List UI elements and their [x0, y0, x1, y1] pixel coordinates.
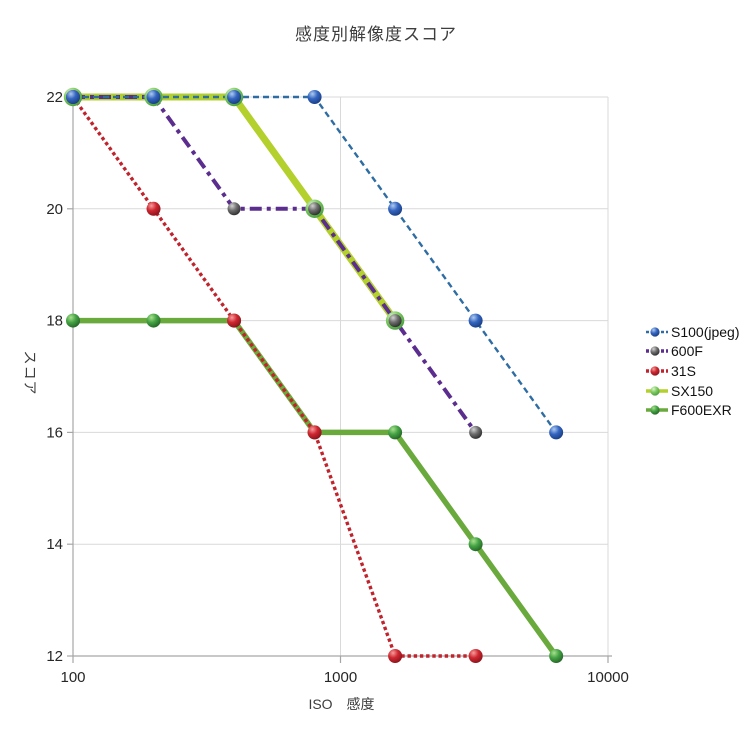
data-point-marker-s100-jpeg-: [66, 90, 80, 104]
data-point-marker-f600exr: [468, 537, 483, 552]
legend-marker-icon: [646, 405, 668, 415]
data-point-marker-f600exr: [146, 313, 161, 328]
legend-item-600f: 600F: [645, 342, 740, 362]
y-tick-label: 22: [46, 89, 63, 106]
legend: S100(jpeg) 600F 31S SX150 F600EXR: [645, 322, 740, 420]
data-point-marker-f600exr: [388, 425, 403, 440]
legend-label: S100(jpeg): [671, 323, 740, 340]
data-point-marker-600f: [388, 314, 402, 328]
y-tick-label: 18: [46, 313, 63, 330]
x-tick-label: 100: [60, 669, 85, 686]
legend-label: 31S: [671, 362, 696, 379]
data-point-marker-31s: [146, 201, 161, 216]
data-point-marker-31s: [307, 425, 322, 440]
series-line-31s: [71, 96, 476, 658]
y-tick-label: 12: [46, 648, 63, 665]
data-point-marker-f600exr: [549, 649, 564, 663]
data-point-marker-31s: [468, 649, 483, 663]
legend-label: F600EXR: [671, 402, 732, 419]
data-point-marker-s100-jpeg-: [549, 425, 564, 440]
legend-item-f600exr: F600EXR: [645, 400, 740, 420]
data-point-marker-s100-jpeg-: [146, 90, 161, 104]
legend-marker-icon: [646, 366, 668, 376]
data-point-marker-s100-jpeg-: [307, 90, 322, 104]
y-tick-label: 14: [46, 536, 63, 553]
y-axis-title: スコア: [22, 350, 38, 396]
series-line-s100-jpeg-: [73, 95, 558, 434]
series-line-600f: [73, 95, 478, 434]
legend-label: 600F: [671, 343, 703, 360]
data-point-marker-f600exr: [66, 313, 80, 328]
legend-item-s100-jpeg-: S100(jpeg): [645, 322, 740, 342]
data-point-marker-600f: [227, 202, 241, 216]
data-point-marker-600f: [308, 202, 322, 216]
legend-marker-icon: [646, 346, 668, 356]
x-tick-label: 1000: [324, 669, 357, 686]
legend-item-31s: 31S: [645, 361, 740, 381]
x-tick-label: 10000: [587, 669, 629, 686]
y-tick-label: 16: [46, 424, 63, 441]
data-point-marker-600f: [469, 425, 483, 439]
data-point-marker-s100-jpeg-: [468, 313, 483, 328]
x-axis-title: ISO 感度: [308, 696, 375, 712]
legend-marker-icon: [646, 385, 668, 396]
data-point-marker-s100-jpeg-: [227, 90, 242, 104]
legend-item-sx150: SX150: [645, 381, 740, 401]
data-point-marker-31s: [388, 649, 403, 663]
data-point-marker-31s: [227, 313, 242, 328]
legend-marker-icon: [646, 327, 668, 337]
data-point-marker-s100-jpeg-: [388, 201, 403, 216]
series-line-f600exr: [73, 317, 559, 658]
y-tick-label: 20: [46, 201, 63, 218]
legend-label: SX150: [671, 382, 714, 399]
chart-title: 感度別解像度スコア: [295, 25, 457, 44]
